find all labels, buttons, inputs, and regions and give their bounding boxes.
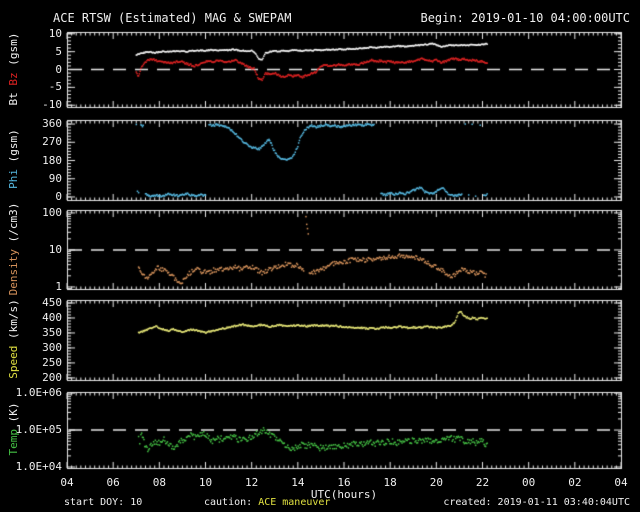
y-tick-label: 350 bbox=[42, 325, 62, 339]
ylabel-part: (gsm) bbox=[7, 129, 20, 169]
y-tick-label: 5 bbox=[55, 44, 62, 58]
y-tick-label: 400 bbox=[42, 310, 62, 324]
x-tick-label: 10 bbox=[198, 476, 213, 489]
x-tick-label: 14 bbox=[291, 476, 305, 489]
y-tick-label: 1.0E+05 bbox=[15, 423, 62, 437]
footer-created: created: 2019-01-11 03:40:04UTC bbox=[443, 497, 630, 508]
x-tick-label: 16 bbox=[337, 476, 351, 489]
x-axis-title: UTC(hours) bbox=[310, 488, 378, 501]
ylabel-part: (K) bbox=[7, 402, 20, 429]
ylabel-part: (gsm) bbox=[7, 32, 20, 72]
y-tick-label: 1.0E+06 bbox=[15, 386, 62, 400]
ylabel-part: Phi bbox=[7, 168, 20, 189]
y-tick-label: 10 bbox=[48, 26, 62, 40]
y-tick-label: 90 bbox=[48, 171, 62, 185]
y-tick-label: 100 bbox=[42, 205, 62, 219]
y-tick-label: 0 bbox=[55, 189, 62, 203]
plot-title: ACE RTSW (Estimated) MAG & SWEPAM bbox=[53, 11, 292, 25]
y-tick-label: -10 bbox=[42, 98, 62, 112]
y-tick-label: -5 bbox=[48, 80, 62, 94]
y-tick-label: 1.0E+04 bbox=[15, 460, 62, 473]
ylabel-part: (km/s) bbox=[7, 299, 20, 346]
panel-ylabel-temp: Temp (K) bbox=[7, 369, 20, 489]
y-tick-label: 10 bbox=[48, 242, 62, 256]
x-tick-label: 00 bbox=[522, 476, 536, 489]
x-tick-label: 22 bbox=[475, 476, 490, 489]
ylabel-part: Temp bbox=[7, 429, 20, 456]
y-tick-label: 250 bbox=[42, 355, 62, 369]
x-tick-label: 08 bbox=[152, 476, 166, 489]
y-tick-label: 300 bbox=[42, 340, 62, 354]
y-tick-label: 360 bbox=[42, 117, 62, 131]
ylabel-part: Bz bbox=[7, 71, 20, 86]
y-tick-label: 0 bbox=[55, 62, 62, 76]
y-tick-label: 180 bbox=[42, 153, 62, 167]
x-tick-label: 04 bbox=[60, 476, 74, 489]
x-tick-label: 12 bbox=[245, 476, 259, 489]
footer-start-doy: start DOY: 10 bbox=[64, 497, 143, 508]
y-tick-label: 1 bbox=[55, 279, 62, 293]
ylabel-part: (/cm3) bbox=[7, 202, 20, 249]
x-tick-label: 20 bbox=[429, 476, 443, 489]
footer-caution-value: ACE maneuver bbox=[258, 497, 331, 508]
x-tick-label: 04 bbox=[614, 476, 628, 489]
x-tick-label: 18 bbox=[383, 476, 397, 489]
footer-caution-label: caution: bbox=[204, 497, 259, 508]
y-tick-label: 200 bbox=[42, 370, 62, 384]
x-tick-label: 06 bbox=[106, 476, 120, 489]
footer-caution: caution: ACE maneuver bbox=[204, 497, 330, 508]
y-tick-label: 450 bbox=[42, 295, 62, 309]
y-tick-label: 270 bbox=[42, 135, 62, 149]
begin-timestamp: Begin: 2019-01-10 04:00:00UTC bbox=[420, 11, 630, 25]
x-tick-label: 02 bbox=[568, 476, 582, 489]
